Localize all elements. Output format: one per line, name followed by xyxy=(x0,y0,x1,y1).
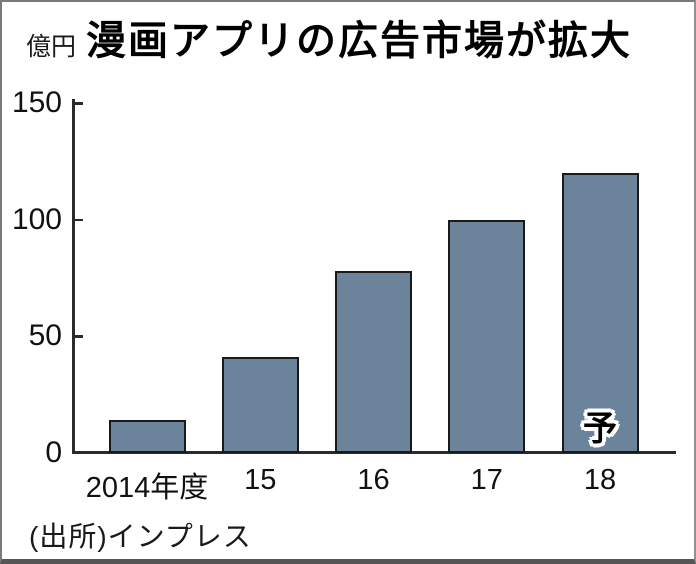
y-tick-mark xyxy=(74,218,83,222)
source-note: (出所)インプレス xyxy=(29,521,252,552)
y-tick-label: 100 xyxy=(11,202,62,236)
bar-15 xyxy=(221,357,299,453)
forecast-badge: 予 xyxy=(583,410,617,448)
x-tick-label: 15 xyxy=(244,464,277,496)
y-tick-mark xyxy=(74,102,83,105)
x-tick-label: 17 xyxy=(470,464,503,496)
y-axis-unit-label: 億円 xyxy=(26,33,77,61)
y-tick-label: 0 xyxy=(45,436,62,469)
y-axis-line xyxy=(72,99,75,454)
y-tick-label: 150 xyxy=(11,86,62,119)
chart-title: 漫画アプリの広告市場が拡大 xyxy=(86,19,632,63)
x-tick-label: 2014年度 xyxy=(85,472,209,504)
y-tick-mark xyxy=(74,335,83,338)
bar-16 xyxy=(335,271,412,453)
bar-18: 予 xyxy=(561,173,639,453)
x-tick-label: 16 xyxy=(357,464,390,496)
bar-2014年度 xyxy=(108,420,186,453)
bar-17 xyxy=(448,219,526,453)
x-tick-label: 18 xyxy=(583,464,617,496)
y-tick-label: 50 xyxy=(28,319,62,353)
